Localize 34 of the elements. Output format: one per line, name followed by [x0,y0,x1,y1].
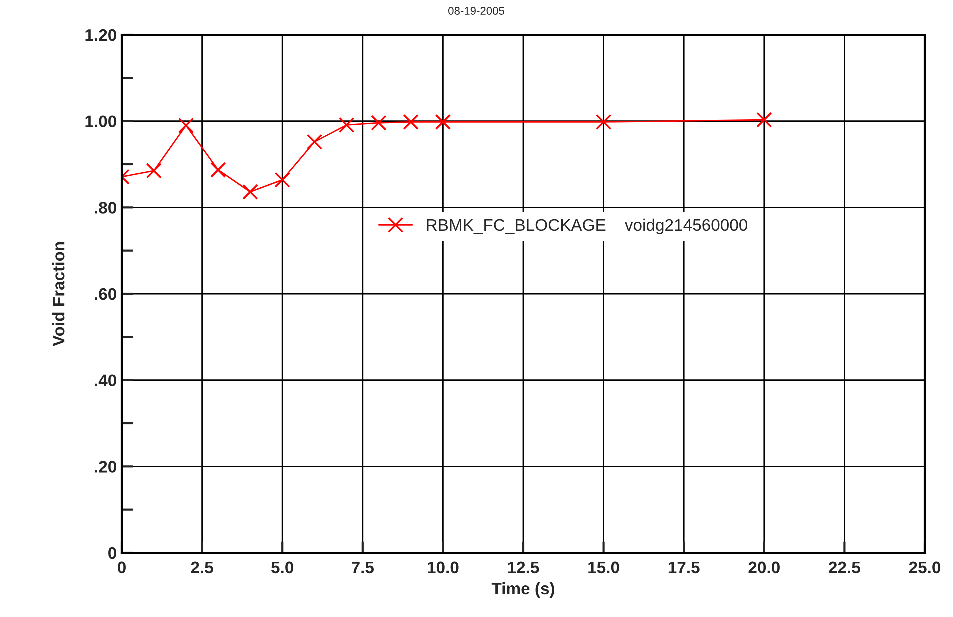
chart-title: 08-19-2005 [448,7,504,15]
x-tick-label: 12.5 [508,562,540,574]
y-tick-label: .60 [95,288,116,300]
y-tick-label: 1.00 [86,116,116,128]
point [210,162,226,178]
y-axis-title: Void Fraction [52,242,65,347]
x-tick-label: 2.5 [191,562,214,574]
x-tick-label: 20.0 [748,562,780,574]
y-tick-label: .80 [95,202,116,214]
legend-label: RBMK_FC_BLOCKAGE voidg214560000 [427,218,748,234]
point [242,184,258,200]
point [756,112,772,128]
point [596,114,612,130]
point [178,118,194,134]
x-tick-label: 17.5 [668,562,700,574]
y-tick-label: 0 [108,547,116,560]
point [403,114,419,130]
point [306,134,323,150]
x-axis-title: Time (s) [492,582,554,598]
x-tick-label: 25.0 [909,562,941,574]
point [371,115,387,131]
x-tick-label: 15.0 [588,562,620,574]
y-tick-label: .20 [95,461,116,473]
x-tick-label: 5.0 [272,562,294,574]
point [338,117,355,134]
x-tick-label: 0 [118,562,126,574]
point [274,172,290,188]
y-tick-label: 1.20 [86,29,116,42]
point [146,163,162,179]
x-tick-label: 22.5 [829,562,860,574]
y-tick-label: .40 [95,374,116,387]
x-tick-label: 10.0 [428,562,459,574]
x-tick-label: 7.5 [352,562,374,574]
point [435,114,452,130]
